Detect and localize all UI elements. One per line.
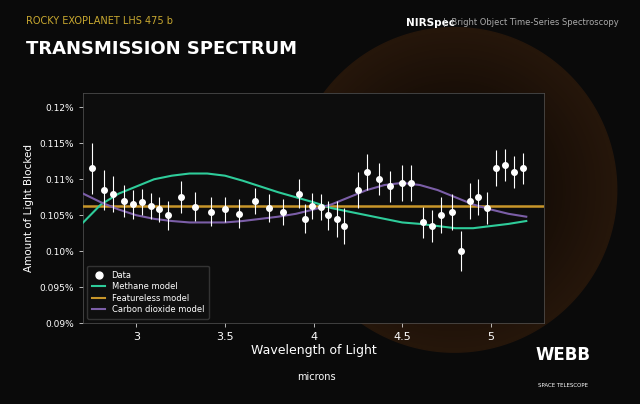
Polygon shape: [303, 38, 605, 341]
Polygon shape: [427, 162, 482, 217]
Polygon shape: [344, 80, 564, 300]
Polygon shape: [342, 77, 567, 303]
Polygon shape: [372, 107, 537, 272]
Polygon shape: [402, 138, 507, 242]
Polygon shape: [339, 74, 570, 305]
Polygon shape: [383, 118, 526, 261]
X-axis label: Wavelength of Light: Wavelength of Light: [251, 344, 376, 357]
Polygon shape: [378, 113, 531, 267]
Polygon shape: [350, 85, 559, 295]
Polygon shape: [449, 184, 460, 196]
Polygon shape: [399, 135, 509, 245]
Polygon shape: [353, 88, 556, 292]
Polygon shape: [424, 160, 484, 220]
Text: |  Bright Object Time-Series Spectroscopy: | Bright Object Time-Series Spectroscopy: [438, 18, 619, 27]
Polygon shape: [374, 110, 534, 269]
Legend: Data, Methane model, Featureless model, Carbon dioxide model: Data, Methane model, Featureless model, …: [88, 265, 209, 319]
Polygon shape: [328, 63, 581, 316]
Text: SPACE TELESCOPE: SPACE TELESCOPE: [538, 383, 588, 388]
Polygon shape: [391, 126, 518, 253]
Text: TRANSMISSION SPECTRUM: TRANSMISSION SPECTRUM: [26, 40, 296, 59]
Polygon shape: [323, 58, 586, 322]
Polygon shape: [336, 72, 573, 308]
Polygon shape: [416, 152, 493, 228]
Text: ROCKY EXOPLANET LHS 475 b: ROCKY EXOPLANET LHS 475 b: [26, 16, 173, 26]
Polygon shape: [314, 50, 595, 330]
Polygon shape: [308, 44, 600, 336]
Polygon shape: [364, 99, 545, 281]
Text: microns: microns: [298, 372, 336, 382]
Polygon shape: [429, 165, 479, 215]
Polygon shape: [452, 187, 457, 193]
Polygon shape: [366, 102, 543, 278]
Polygon shape: [331, 66, 578, 314]
Polygon shape: [325, 61, 584, 319]
Polygon shape: [433, 168, 476, 212]
Polygon shape: [295, 30, 614, 349]
Polygon shape: [438, 173, 471, 206]
Polygon shape: [413, 149, 495, 231]
Y-axis label: Amount of Light Blocked: Amount of Light Blocked: [24, 144, 34, 272]
Polygon shape: [388, 124, 520, 256]
Polygon shape: [369, 105, 540, 275]
Polygon shape: [444, 179, 465, 201]
Text: WEBB: WEBB: [536, 345, 591, 364]
Polygon shape: [380, 116, 529, 264]
Polygon shape: [319, 55, 589, 325]
Polygon shape: [311, 47, 598, 333]
Polygon shape: [386, 121, 523, 259]
Polygon shape: [441, 176, 468, 204]
Polygon shape: [408, 143, 501, 237]
Polygon shape: [347, 82, 562, 297]
Polygon shape: [300, 36, 609, 344]
Polygon shape: [397, 132, 512, 248]
Polygon shape: [419, 154, 490, 226]
Polygon shape: [292, 27, 617, 352]
Polygon shape: [435, 170, 474, 209]
Polygon shape: [306, 41, 603, 339]
Polygon shape: [361, 96, 548, 284]
Polygon shape: [355, 91, 554, 289]
Polygon shape: [410, 146, 499, 234]
Polygon shape: [405, 140, 504, 240]
Polygon shape: [333, 69, 575, 311]
Polygon shape: [446, 182, 463, 198]
Polygon shape: [421, 157, 488, 223]
Polygon shape: [358, 94, 550, 286]
Polygon shape: [394, 129, 515, 250]
Text: NIRSpec: NIRSpec: [406, 18, 456, 28]
Polygon shape: [317, 52, 592, 328]
Polygon shape: [298, 33, 611, 347]
